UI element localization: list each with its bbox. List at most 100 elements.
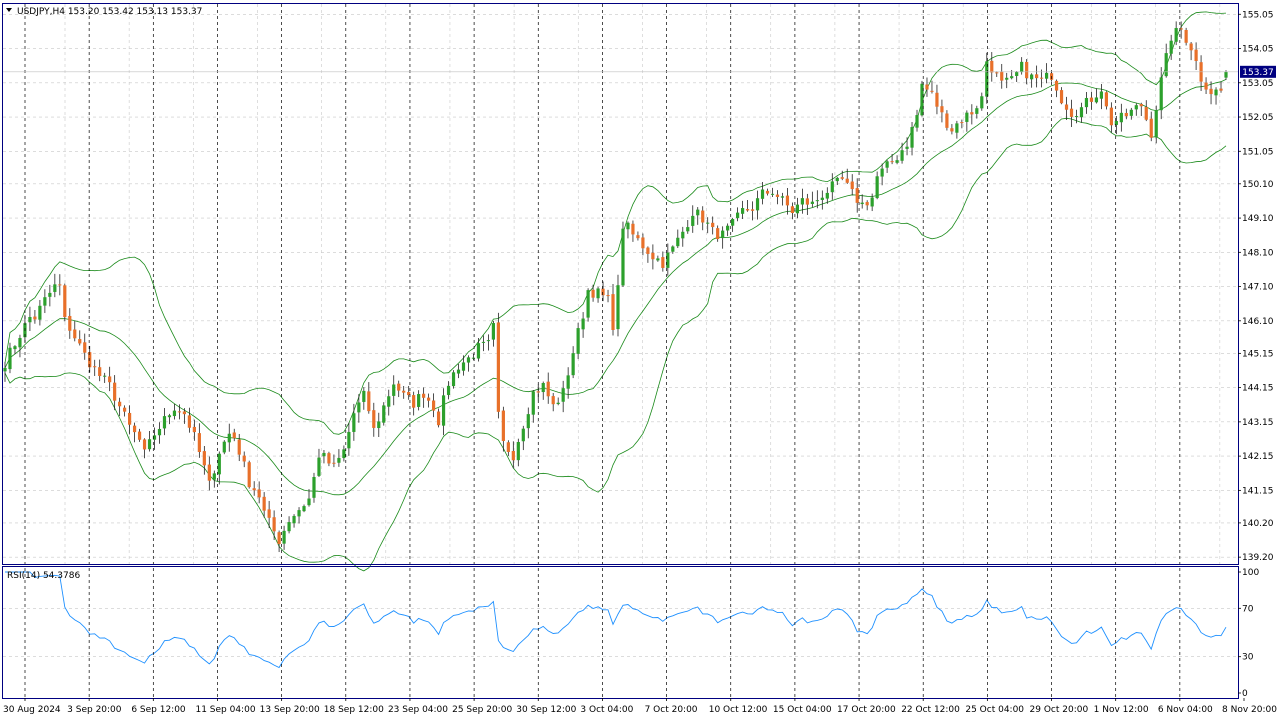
candle-bull <box>1214 89 1218 96</box>
candle-bear <box>1025 61 1029 79</box>
candle-bear <box>397 383 401 391</box>
time-tick-label: 29 Oct 20:00 <box>1030 705 1089 715</box>
candle-bull <box>1174 28 1178 42</box>
main-frame <box>2 3 1239 565</box>
period-separators <box>24 4 1181 698</box>
price-tick-label: 151.05 <box>1242 147 1274 157</box>
candle-bear <box>745 209 750 211</box>
candle-bull <box>162 416 167 429</box>
candle-bear <box>501 410 505 441</box>
candle-bull <box>222 441 226 453</box>
price-tag-label: 153.37 <box>1242 68 1274 78</box>
candle-bull <box>521 428 525 442</box>
candle-bull <box>152 435 157 440</box>
candle-bull <box>1224 71 1228 78</box>
candle-bull <box>586 290 590 318</box>
candle-bull <box>1134 105 1138 110</box>
price-tick-label: 143.15 <box>1242 418 1274 428</box>
candle-bull <box>1079 107 1084 118</box>
candle-bear <box>182 411 187 415</box>
candle-bull <box>417 394 421 407</box>
candle-bull <box>18 337 22 348</box>
candle-bull <box>780 196 785 198</box>
rsi-grid <box>3 607 1238 658</box>
candle-bull <box>103 375 107 377</box>
candle-bull <box>317 457 321 476</box>
candle-bull <box>870 197 874 207</box>
candle-bear <box>551 396 555 405</box>
candle-bull <box>1020 61 1024 73</box>
candle-bear <box>187 415 191 428</box>
candle-bear <box>73 329 77 339</box>
rsi-line <box>5 571 1227 669</box>
candle-bull <box>461 362 466 371</box>
price-tick-label: 141.15 <box>1242 486 1274 496</box>
candles <box>3 21 1228 553</box>
candle-bull <box>282 530 286 544</box>
chart-header: USDJPY,H4 153.20 153.42 153.13 153.37 <box>6 7 202 17</box>
candle-bull <box>287 522 291 532</box>
candle-bear <box>990 60 994 73</box>
price-tick-label: 144.15 <box>1242 384 1274 394</box>
rsi-tick-label: 30 <box>1242 653 1254 663</box>
candle-bear <box>930 90 934 92</box>
candle-bear <box>1089 97 1094 102</box>
candle-bear <box>1209 88 1213 95</box>
candle-bull <box>726 225 730 231</box>
candle-bull <box>347 431 351 449</box>
rsi-frame <box>2 566 1239 699</box>
main-grid <box>3 4 1238 564</box>
candle-bear <box>1204 82 1208 90</box>
candle-bull <box>681 231 685 239</box>
candle-bull <box>955 123 959 133</box>
candle-bear <box>536 391 540 393</box>
candle-bear <box>63 285 67 318</box>
candle-bear <box>661 257 665 268</box>
candle-bear <box>98 367 102 377</box>
price-tick-label: 140.20 <box>1242 519 1274 529</box>
candle-bear <box>701 210 705 223</box>
candle-bull <box>626 222 630 230</box>
candle-bull <box>531 391 535 415</box>
candle-bull <box>721 230 725 239</box>
candle-bear <box>137 431 142 440</box>
time-tick-label: 30 Sep 12:00 <box>516 705 576 715</box>
candle-bull <box>227 433 231 443</box>
candle-bear <box>840 177 844 179</box>
candle-bear <box>257 489 261 498</box>
time-tick-label: 7 Oct 20:00 <box>645 705 698 715</box>
candle-bull <box>491 323 495 340</box>
candle-bull <box>830 181 834 193</box>
candle-bear <box>1109 107 1113 126</box>
candle-bull <box>736 212 740 219</box>
candle-bear <box>78 339 82 344</box>
time-tick-label: 13 Sep 20:00 <box>260 705 320 715</box>
candle-bear <box>1139 104 1143 107</box>
candle-bear <box>412 395 416 408</box>
candle-bear <box>277 532 281 545</box>
time-tick-label: 23 Sep 04:00 <box>388 705 448 715</box>
candle-bear <box>422 393 426 398</box>
candle-bull <box>1074 116 1079 118</box>
price-tick-label: 150.10 <box>1242 180 1274 190</box>
candle-bear <box>197 433 201 452</box>
candle-bear <box>855 188 859 203</box>
time-tick-label: 6 Sep 12:00 <box>131 705 186 715</box>
candle-bull <box>1164 53 1168 77</box>
candle-bear <box>1000 71 1004 81</box>
candle-bear <box>237 439 241 455</box>
price-tick-label: 142.15 <box>1242 452 1274 462</box>
candle-bull <box>3 367 7 372</box>
candle-bull <box>1044 72 1049 79</box>
time-tick-label: 25 Oct 04:00 <box>965 705 1024 715</box>
candle-bear <box>606 295 610 297</box>
price-axis: 155.05 154.05 153.05 152.05 151.05 150.10 149.… <box>3 10 1274 563</box>
candle-bull <box>885 161 889 168</box>
candle-bear <box>970 112 974 115</box>
candle-bear <box>511 450 515 461</box>
candle-bear <box>68 315 72 331</box>
candle-bear <box>427 397 431 401</box>
triangle-down-icon[interactable] <box>6 8 12 12</box>
candle-bull <box>1015 72 1019 76</box>
